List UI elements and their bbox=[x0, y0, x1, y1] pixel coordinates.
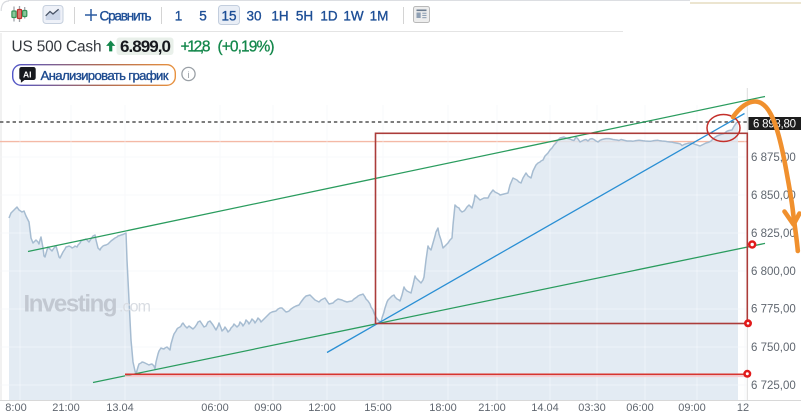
svg-text:Сравнить: Сравнить bbox=[100, 8, 152, 23]
svg-text:Investing: Investing bbox=[24, 291, 118, 318]
svg-text:15: 15 bbox=[221, 8, 236, 23]
svg-text:06:00: 06:00 bbox=[626, 402, 654, 414]
svg-text:6 750,00: 6 750,00 bbox=[751, 342, 796, 354]
svg-text:US 500 Cash: US 500 Cash bbox=[12, 39, 102, 56]
svg-text:(+0,19%): (+0,19%) bbox=[218, 39, 275, 56]
svg-text:6 850,00: 6 850,00 bbox=[751, 190, 796, 202]
svg-text:+12,8: +12,8 bbox=[181, 39, 211, 56]
svg-text:1: 1 bbox=[175, 8, 183, 23]
svg-text:AI: AI bbox=[23, 69, 32, 79]
svg-text:18:00: 18:00 bbox=[429, 402, 457, 414]
svg-text:21:00: 21:00 bbox=[52, 402, 80, 414]
svg-text:09:00: 09:00 bbox=[254, 402, 282, 414]
svg-text:14.04: 14.04 bbox=[531, 402, 559, 414]
svg-text:03:30: 03:30 bbox=[578, 402, 606, 414]
svg-text:.com: .com bbox=[119, 299, 151, 316]
svg-text:Анализировать график: Анализировать график bbox=[41, 68, 169, 83]
svg-text:6.899,0: 6.899,0 bbox=[120, 37, 171, 56]
svg-text:6 725,00: 6 725,00 bbox=[751, 380, 796, 392]
svg-text:1H: 1H bbox=[271, 8, 288, 23]
svg-text:6 800,00: 6 800,00 bbox=[751, 266, 796, 278]
svg-text:30: 30 bbox=[246, 8, 261, 23]
svg-text:5: 5 bbox=[199, 8, 207, 23]
svg-text:12:00: 12:00 bbox=[308, 402, 336, 414]
svg-text:8:00: 8:00 bbox=[5, 402, 26, 414]
svg-text:1M: 1M bbox=[370, 8, 389, 23]
svg-text:15:00: 15:00 bbox=[364, 402, 392, 414]
svg-text:6 875,00: 6 875,00 bbox=[751, 152, 796, 164]
svg-text:i: i bbox=[187, 70, 189, 81]
svg-text:1D: 1D bbox=[320, 8, 338, 23]
svg-text:06:00: 06:00 bbox=[201, 402, 229, 414]
svg-text:09:00: 09:00 bbox=[678, 402, 706, 414]
svg-text:6 775,00: 6 775,00 bbox=[751, 304, 796, 316]
svg-text:13.04: 13.04 bbox=[106, 402, 134, 414]
svg-text:12: 12 bbox=[737, 402, 749, 414]
svg-text:5H: 5H bbox=[296, 8, 313, 23]
svg-text:21:00: 21:00 bbox=[478, 402, 506, 414]
svg-text:1W: 1W bbox=[343, 8, 364, 23]
svg-text:6 825,00: 6 825,00 bbox=[751, 228, 796, 240]
